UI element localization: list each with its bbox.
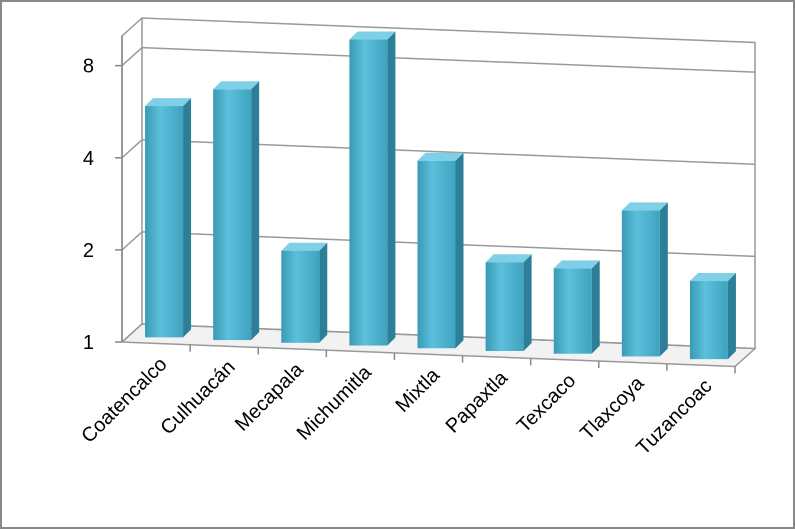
bar-side bbox=[591, 260, 600, 354]
bar bbox=[145, 106, 184, 338]
bar bbox=[485, 262, 524, 351]
grid-line bbox=[141, 46, 756, 73]
grid-line bbox=[121, 47, 143, 67]
bar-side bbox=[319, 242, 328, 343]
bar bbox=[349, 39, 388, 346]
bar bbox=[417, 160, 456, 349]
bar-side bbox=[523, 254, 532, 351]
y-tick-label: 4 bbox=[83, 148, 94, 170]
bar-side bbox=[727, 273, 736, 360]
bar-side bbox=[387, 31, 396, 346]
bar bbox=[213, 89, 252, 341]
bar-top bbox=[349, 31, 396, 40]
bar-top bbox=[417, 152, 464, 161]
bar-side bbox=[183, 98, 192, 338]
bar bbox=[281, 250, 320, 343]
bar-top bbox=[145, 98, 192, 107]
y-tick-label: 8 bbox=[83, 56, 94, 78]
grid-line bbox=[121, 323, 143, 343]
grid-line bbox=[121, 231, 143, 251]
bar-top bbox=[485, 254, 532, 263]
bar-side bbox=[455, 152, 464, 349]
bar bbox=[689, 281, 728, 360]
bar-side bbox=[251, 81, 260, 341]
bar-top bbox=[213, 81, 260, 90]
y-tick-label: 1 bbox=[83, 332, 94, 354]
bar bbox=[553, 268, 592, 354]
back-wall bbox=[141, 17, 756, 349]
bar-top bbox=[689, 273, 736, 282]
bar-top bbox=[281, 242, 328, 251]
bar-side bbox=[659, 202, 668, 357]
grid-line bbox=[121, 139, 143, 159]
y-tick-label: 2 bbox=[83, 240, 94, 262]
bar-top bbox=[553, 260, 600, 269]
bar-top bbox=[621, 202, 668, 211]
bar bbox=[621, 210, 660, 357]
